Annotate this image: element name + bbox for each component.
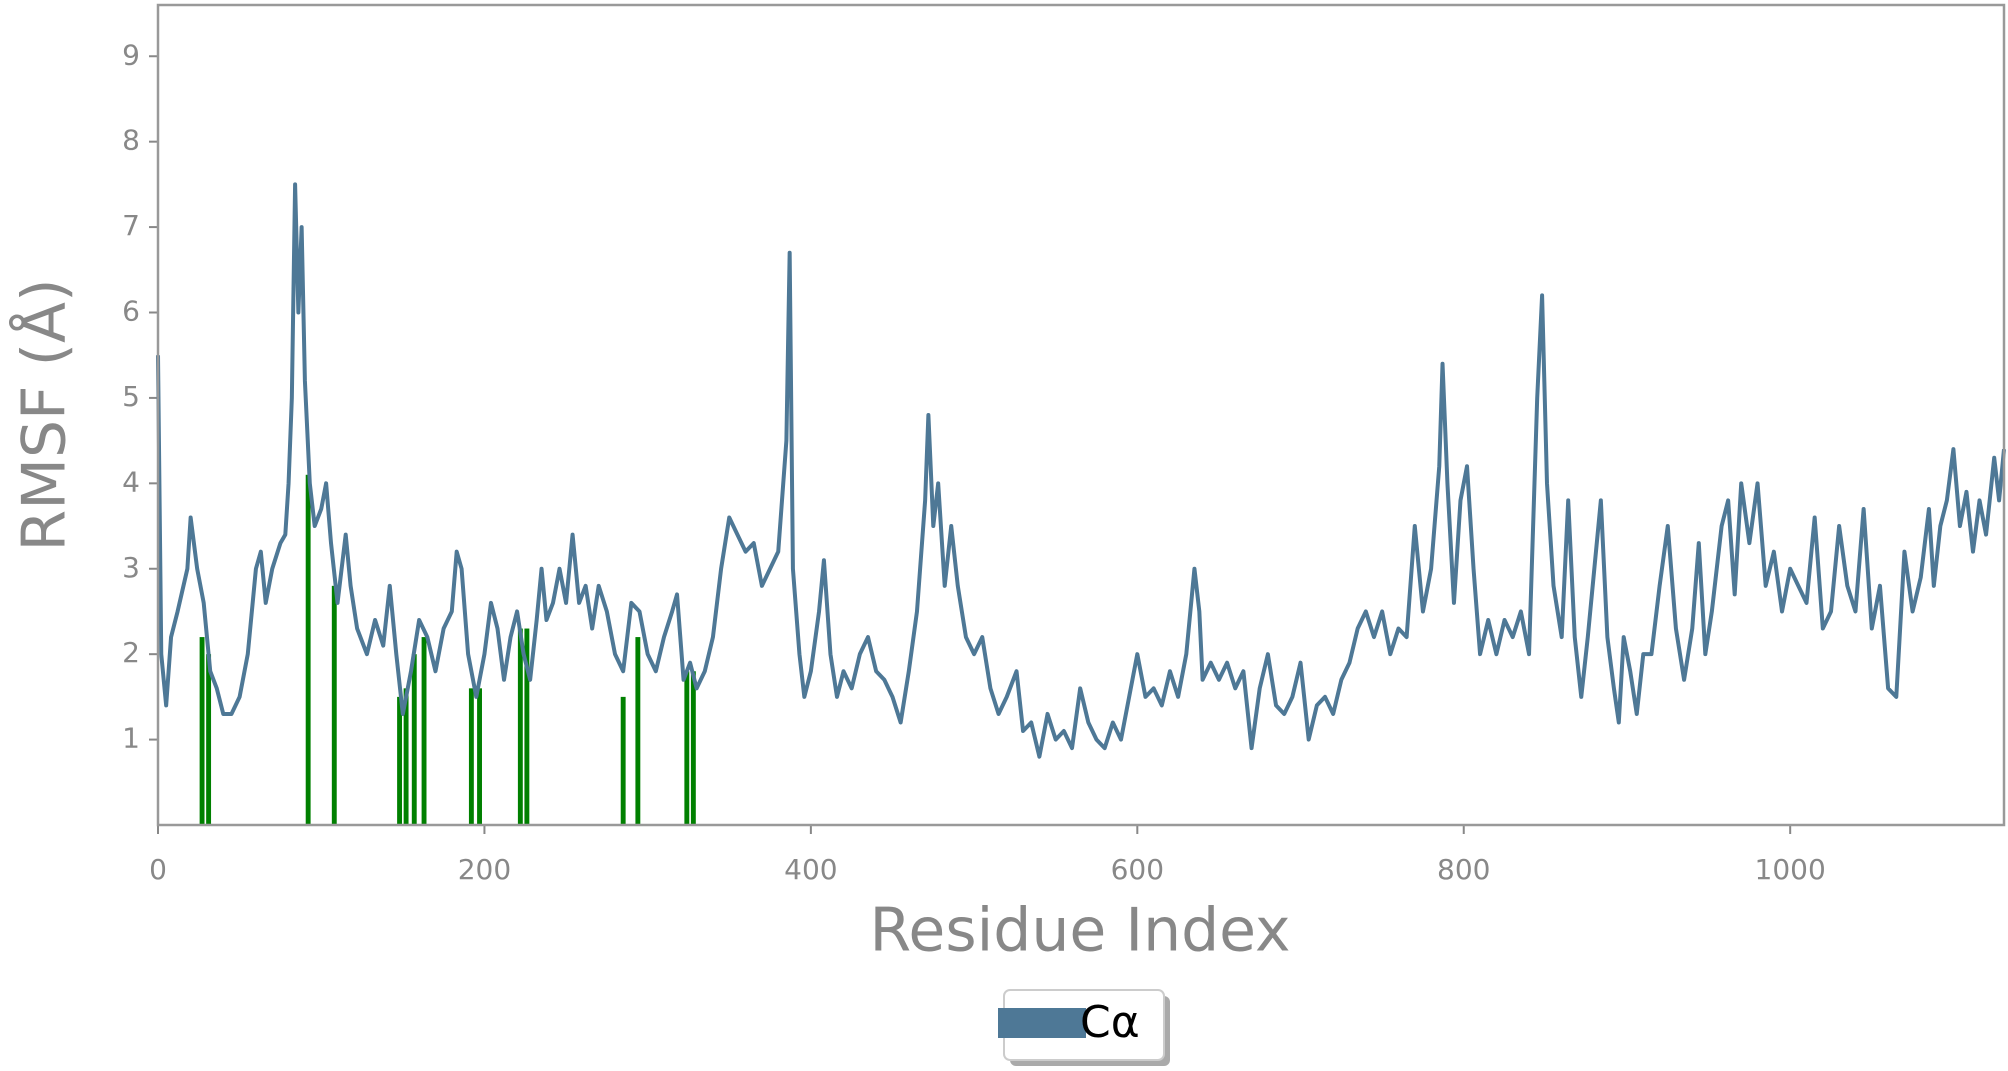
legend-swatch: [998, 1008, 1086, 1038]
contact-bar: [684, 671, 690, 825]
contact-bar: [403, 688, 409, 825]
contact-bar: [690, 671, 696, 825]
contact-bar: [635, 637, 641, 825]
contact-bar: [397, 696, 403, 825]
contact-bar: [305, 474, 311, 825]
x-tick-label: 1000: [1755, 853, 1826, 886]
data-line: [156, 182, 2006, 759]
y-axis-label: RMSF (Å): [9, 279, 80, 552]
contact-bar: [199, 637, 205, 825]
y-tick-label: 6: [122, 295, 140, 328]
y-tick-label: 4: [122, 465, 140, 498]
y-tick-label: 2: [122, 636, 140, 669]
x-tick-label: 800: [1437, 853, 1490, 886]
contact-bar: [411, 654, 417, 825]
contact-bar: [421, 637, 427, 825]
y-tick-label: 9: [122, 38, 140, 71]
x-axis-label: Residue Index: [869, 896, 1290, 966]
x-tick-label: 200: [458, 853, 511, 886]
y-tick-label: 1: [122, 722, 140, 755]
y-tick-label: 5: [122, 380, 140, 413]
y-tick-label: 3: [122, 551, 140, 584]
contact-bar: [524, 628, 530, 825]
x-tick-label: 600: [1111, 853, 1164, 886]
contact-bar: [206, 654, 212, 825]
contact-bar: [468, 688, 474, 825]
contact-bar: [620, 696, 626, 825]
x-tick-label: 0: [149, 853, 167, 886]
y-tick-label: 7: [122, 209, 140, 242]
contact-bar: [477, 688, 482, 825]
contact-bar: [331, 585, 337, 825]
contact-bar: [517, 628, 523, 825]
plot-frame: [156, 3, 2006, 827]
y-tick-label: 8: [122, 124, 140, 157]
legend-label: Cα: [1080, 997, 1140, 1048]
x-tick-label: 400: [784, 853, 837, 886]
